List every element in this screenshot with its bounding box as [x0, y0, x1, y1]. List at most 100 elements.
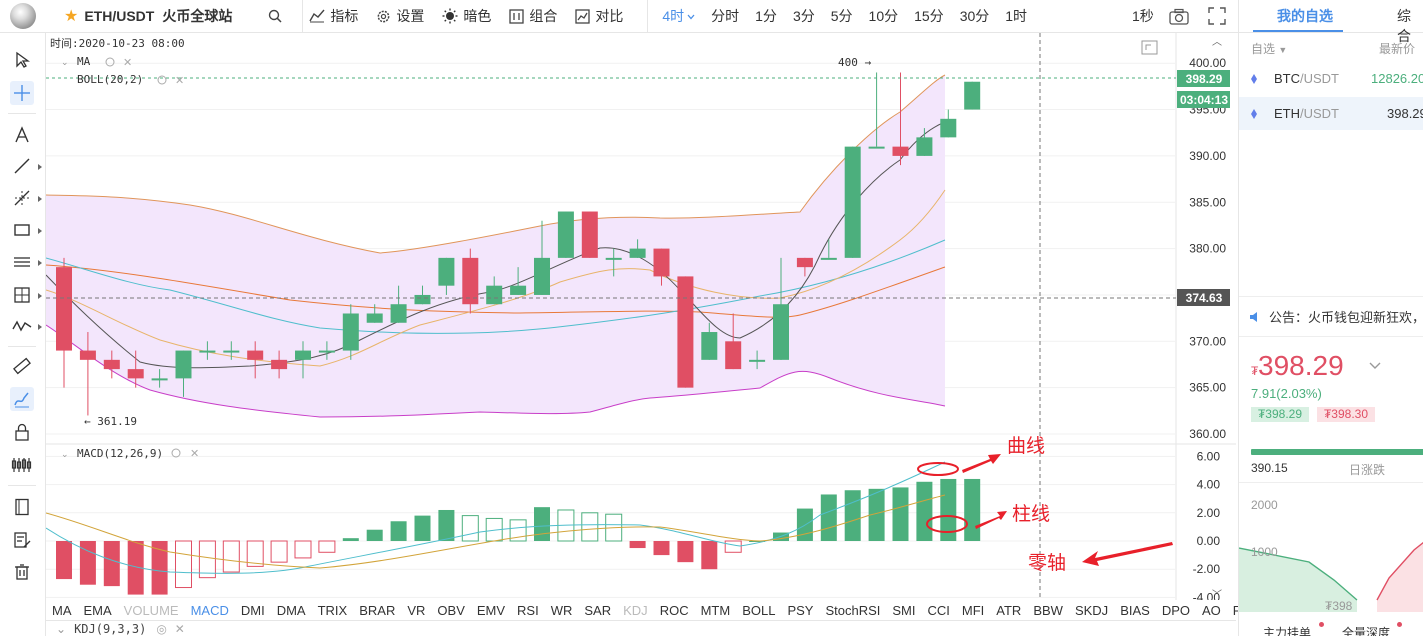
indicator-tab-ma[interactable]: MA — [52, 602, 72, 618]
compare-button[interactable]: 对比 — [575, 6, 623, 26]
indicator-tab-volume[interactable]: VOLUME — [123, 602, 179, 618]
indicator-tab-vr[interactable]: VR — [407, 602, 426, 618]
grid-tool-icon[interactable] — [10, 283, 34, 307]
indicator-button[interactable]: 指标 — [309, 6, 358, 26]
close-small-icon[interactable]: ✕ — [175, 75, 184, 87]
refresh-rate[interactable]: 1秒 — [1132, 8, 1154, 24]
settings-small-icon[interactable] — [157, 75, 167, 85]
exchange-name[interactable]: 火币全球站 — [162, 8, 233, 24]
period-4h[interactable]: 4时 — [662, 6, 695, 26]
indicator-tab-kdj[interactable]: KDJ — [623, 602, 648, 618]
expand-arrow-icon[interactable] — [38, 164, 42, 170]
fullscreen-icon[interactable] — [1208, 7, 1226, 25]
candles-icon[interactable] — [10, 453, 34, 477]
indicator-tab-stochrsi[interactable]: StochRSI — [825, 602, 881, 618]
indicator-tab-emv[interactable]: EMV — [476, 602, 506, 618]
pair-title[interactable]: ETH/USDT — [84, 8, 155, 24]
expand-arrow-icon[interactable] — [38, 260, 42, 266]
period-15m[interactable]: 15分 — [914, 8, 944, 24]
indicator-tab-mfi[interactable]: MFI — [961, 602, 985, 618]
watchlist-row-eth[interactable]: ETH/USDT 398.29 — [1239, 97, 1423, 130]
settings-small-icon[interactable]: ◎ — [156, 622, 167, 636]
fib-icon[interactable] — [10, 186, 34, 210]
indicator-tab-atr[interactable]: ATR — [996, 602, 1022, 618]
indicator-tab-bias[interactable]: BIAS — [1120, 602, 1150, 618]
indicator-tab-rsi[interactable]: RSI — [517, 602, 539, 618]
settings-small-icon[interactable] — [171, 448, 181, 458]
ruler-icon[interactable] — [10, 354, 34, 378]
tab-my-watchlist[interactable]: 我的自选 — [1277, 8, 1333, 24]
pen-icon[interactable] — [10, 387, 34, 411]
period-1m[interactable]: 1分 — [755, 8, 777, 24]
collapse-chevron-icon[interactable]: ⌄ — [61, 449, 69, 459]
settings-button[interactable]: 设置 — [376, 6, 424, 26]
indicator-tab-smi[interactable]: SMI — [892, 602, 916, 618]
favorite-star-icon[interactable]: ★ — [64, 8, 79, 25]
indicator-tab-obv[interactable]: OBV — [437, 602, 465, 618]
close-small-icon[interactable]: ✕ — [123, 57, 132, 69]
rectangle-icon[interactable] — [10, 218, 34, 242]
chart-canvas[interactable]: 400.00395.00390.00385.00380.00375.00370.… — [46, 33, 1236, 600]
watchlist-filter[interactable]: 自选 ▼ — [1251, 40, 1287, 57]
period-30m[interactable]: 30分 — [959, 8, 990, 24]
indicator-tab-roc[interactable]: ROC — [659, 602, 689, 618]
combine-button[interactable]: 组合 — [509, 6, 557, 26]
indicator-tab-dpo[interactable]: DPO — [1161, 602, 1190, 618]
indicator-tab-cci[interactable]: CCI — [927, 602, 950, 618]
expand-arrow-icon[interactable] — [38, 293, 42, 299]
tab-main-orders[interactable]: 主力挂单 — [1263, 626, 1312, 636]
indicator-tab-mtm[interactable]: MTM — [700, 602, 731, 618]
indicator-tab-bbw[interactable]: BBW — [1033, 602, 1063, 618]
indicator-tab-dma[interactable]: DMA — [276, 602, 306, 618]
close-small-icon[interactable]: ✕ — [174, 622, 185, 636]
wave-icon[interactable] — [10, 314, 34, 338]
collapse-chevron-icon[interactable]: ⌄ — [56, 622, 67, 636]
watchlist-row-btc[interactable]: BTC/USDT 12826.20 — [1239, 62, 1423, 95]
period-5m[interactable]: 5分 — [830, 8, 853, 24]
depth-chart[interactable] — [1239, 490, 1423, 612]
dark-mode-button[interactable]: 暗色 — [442, 6, 491, 26]
macd-legend[interactable]: MACD(12,26,9) — [77, 447, 163, 460]
indicator-tab-dmi[interactable]: DMI — [240, 602, 265, 618]
expand-arrow-icon[interactable] — [38, 196, 42, 202]
indicator-tab-macd[interactable]: MACD — [190, 602, 229, 618]
indicator-tab-skdj[interactable]: SKDJ — [1074, 602, 1109, 618]
tab-full-depth[interactable]: 全量深度 — [1342, 626, 1391, 636]
tab-overview[interactable]: 综合 — [1397, 8, 1411, 44]
boll-legend[interactable]: BOLL(20,2) — [77, 73, 143, 86]
scale-up-icon[interactable]: ︿ — [1212, 37, 1222, 48]
expand-arrow-icon[interactable] — [38, 228, 42, 234]
indicator-tab-boll[interactable]: BOLL — [742, 602, 776, 618]
crosshair-icon[interactable] — [10, 81, 34, 105]
period-10m[interactable]: 10分 — [868, 8, 899, 24]
chevron-down-icon[interactable] — [1369, 362, 1381, 370]
period-3m[interactable]: 3分 — [792, 8, 815, 24]
kdj-legend[interactable]: KDJ(9,3,3) — [74, 622, 147, 636]
indicator-tab-ao[interactable]: AO — [1201, 602, 1221, 618]
close-small-icon[interactable]: ✕ — [190, 448, 199, 460]
bookmark-icon[interactable] — [10, 495, 34, 519]
trash-icon[interactable] — [10, 560, 34, 584]
notice-bar[interactable]: 公告：火币钱包迎新狂欢， — [1249, 307, 1423, 326]
trendline-icon[interactable] — [10, 154, 34, 178]
camera-icon[interactable] — [1168, 8, 1190, 26]
indicator-tab-psy[interactable]: PSY — [787, 602, 814, 618]
lock-icon[interactable] — [10, 420, 34, 444]
text-tool-icon[interactable] — [10, 123, 34, 147]
indicator-tab-wr[interactable]: WR — [550, 602, 573, 618]
indicator-tab-sar[interactable]: SAR — [584, 602, 612, 618]
indicator-tab-trix[interactable]: TRIX — [317, 602, 348, 618]
expand-arrow-icon[interactable] — [38, 324, 42, 330]
indicator-tab-ema[interactable]: EMA — [83, 602, 112, 618]
collapse-chevron-icon[interactable]: ⌄ — [61, 57, 69, 67]
pointer-icon[interactable] — [10, 48, 34, 72]
period-timeline[interactable]: 分时 — [711, 8, 740, 24]
scale-down-icon[interactable]: ﹀ — [1212, 589, 1222, 600]
parallel-lines-icon[interactable] — [10, 250, 34, 274]
period-1h[interactable]: 1时 — [1005, 8, 1028, 24]
edit-list-icon[interactable] — [10, 528, 34, 552]
ma-legend[interactable]: MA — [77, 55, 91, 68]
search-icon[interactable] — [268, 9, 282, 23]
indicator-tab-brar[interactable]: BRAR — [359, 602, 396, 618]
expand-chart-icon[interactable] — [1141, 40, 1158, 55]
